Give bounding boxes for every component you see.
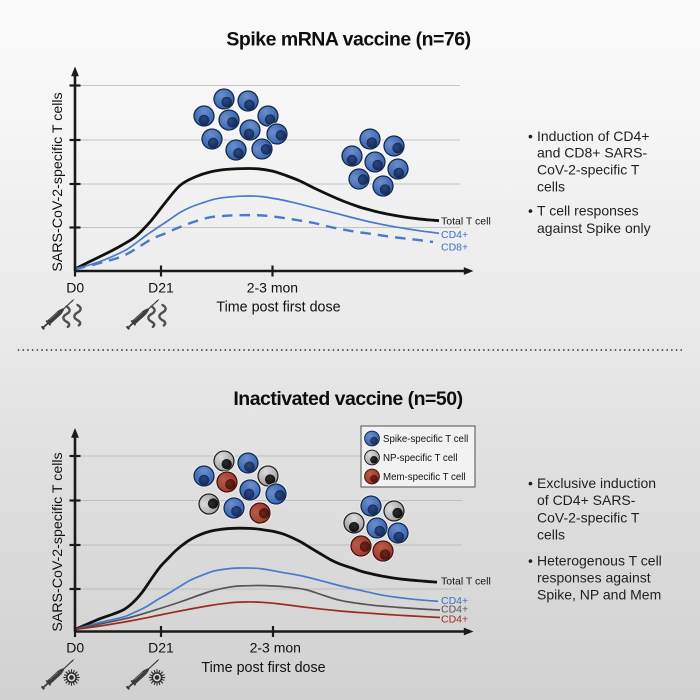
svg-text:Time post first dose: Time post first dose — [201, 660, 325, 676]
svg-text:Total T cell: Total T cell — [441, 576, 491, 588]
svg-text:CD4+: CD4+ — [441, 603, 468, 615]
svg-text:SARS-CoV-2-specific T cells: SARS-CoV-2-specific T cells — [50, 92, 66, 271]
svg-text:D21: D21 — [148, 639, 174, 655]
svg-text:Total T cell: Total T cell — [441, 216, 491, 228]
svg-text:Mem-specific T cell: Mem-specific T cell — [383, 472, 466, 483]
svg-text:•: • — [528, 203, 533, 219]
svg-text:Time post first dose: Time post first dose — [216, 300, 340, 316]
svg-text:•: • — [528, 128, 533, 144]
svg-text:SARS-CoV-2-specific T cells: SARS-CoV-2-specific T cells — [50, 452, 66, 631]
svg-text:D21: D21 — [148, 280, 174, 296]
svg-text:D0: D0 — [66, 280, 84, 296]
svg-text:CoV-2-specific T: CoV-2-specific T — [537, 162, 640, 178]
svg-text:Spike-specific T cell: Spike-specific T cell — [383, 434, 468, 445]
svg-text:against Spike only: against Spike only — [537, 220, 651, 236]
svg-text:Exclusive induction: Exclusive induction — [537, 475, 656, 491]
svg-text:CD8+: CD8+ — [441, 242, 468, 254]
svg-text:Heterogenous T cell: Heterogenous T cell — [537, 552, 662, 568]
svg-text:Spike, NP and Mem: Spike, NP and Mem — [537, 586, 661, 602]
svg-text:2-3 mon: 2-3 mon — [250, 639, 301, 655]
svg-text:cells: cells — [537, 179, 565, 195]
svg-text:CD4+: CD4+ — [441, 229, 468, 241]
svg-text:•: • — [528, 552, 533, 568]
svg-text:CD4+: CD4+ — [441, 614, 468, 626]
svg-text:responses against: responses against — [537, 569, 651, 585]
svg-text:and CD8+ SARS-: and CD8+ SARS- — [537, 145, 647, 161]
svg-text:Induction of CD4+: Induction of CD4+ — [537, 128, 649, 144]
svg-text:of CD4+ SARS-: of CD4+ SARS- — [537, 492, 636, 508]
svg-text:CoV-2-specific T: CoV-2-specific T — [537, 509, 640, 525]
svg-text:NP-specific T cell: NP-specific T cell — [383, 453, 457, 464]
svg-text:D0: D0 — [66, 639, 84, 655]
svg-text:Spike mRNA vaccine (n=76): Spike mRNA vaccine (n=76) — [226, 29, 470, 51]
svg-text:T cell responses: T cell responses — [537, 203, 639, 219]
svg-text:CD4+: CD4+ — [441, 595, 468, 607]
svg-text:•: • — [528, 475, 533, 491]
svg-text:Inactivated vaccine (n=50): Inactivated vaccine (n=50) — [233, 388, 462, 410]
svg-text:cells: cells — [537, 527, 565, 543]
svg-text:2-3 mon: 2-3 mon — [247, 280, 298, 296]
